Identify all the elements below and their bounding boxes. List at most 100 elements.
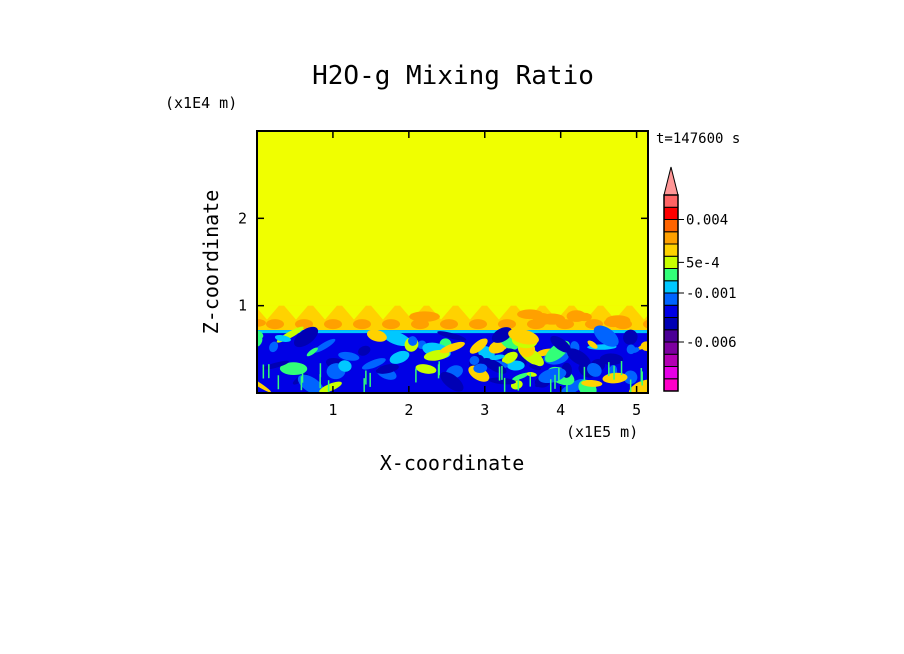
eddy (306, 347, 318, 357)
plume (268, 364, 270, 379)
eddy (293, 326, 319, 348)
eddy (637, 340, 648, 350)
plume (503, 377, 506, 392)
colorbar-label: 5e-4 (686, 255, 720, 271)
eddy (439, 341, 465, 354)
y-tick-label: 2 (238, 209, 247, 227)
x-tick-label: 4 (556, 401, 565, 419)
band-blob (440, 319, 458, 330)
y-axis: 12 (238, 209, 648, 315)
eddy (284, 364, 302, 374)
plume (558, 367, 560, 382)
upper-region (257, 131, 648, 306)
band-blob (266, 319, 284, 330)
band-wedge (400, 305, 424, 320)
eddy (623, 329, 638, 345)
colorbar-swatch (663, 194, 679, 208)
band-wedge (284, 305, 308, 320)
colorbar-swatch (663, 378, 679, 392)
colorbar-swatch (663, 292, 679, 306)
eddy (257, 376, 271, 393)
plume (529, 372, 532, 387)
eddy (366, 329, 387, 342)
eddy (566, 348, 591, 367)
time-label: t=147600 s (656, 131, 740, 147)
colorbar-label: -0.006 (686, 335, 737, 351)
eddy (501, 351, 518, 364)
colorbar-swatch (663, 206, 679, 220)
colorbar-swatch (663, 280, 679, 294)
mixed-layer-top (257, 330, 648, 334)
band-wedge (342, 305, 366, 320)
eddy (512, 372, 529, 381)
band-blob (295, 319, 313, 330)
plume (262, 364, 265, 379)
eddy (297, 374, 324, 393)
colorbar-arrow (663, 166, 679, 196)
band-wedge (458, 305, 482, 320)
eddy (491, 327, 513, 343)
plume (365, 370, 367, 385)
plume (498, 366, 501, 381)
eddy (628, 379, 648, 393)
plume (300, 376, 303, 391)
plume (319, 363, 322, 378)
eddy (440, 371, 464, 392)
x-tick-label: 5 (632, 401, 641, 419)
band-wedge (603, 305, 627, 320)
plume (641, 371, 643, 386)
band-wedge (632, 305, 648, 320)
plume (301, 368, 304, 383)
eddy (274, 334, 291, 342)
eddy (338, 351, 360, 361)
eddy (587, 363, 602, 377)
band-wedge (487, 305, 511, 320)
band-blob (517, 309, 543, 320)
eddy (269, 341, 279, 353)
band-blob (576, 312, 592, 322)
band-wedge (429, 305, 453, 320)
eddy (587, 340, 598, 349)
colorbar-swatch (663, 353, 679, 367)
colorbar-label: -0.001 (686, 286, 737, 302)
x-tick-label: 2 (404, 401, 413, 419)
y-tick-label: 1 (238, 297, 247, 315)
eddy (489, 354, 505, 361)
field-layer (257, 305, 648, 393)
colorbar-swatch (663, 219, 679, 233)
chart-title: H2O-g Mixing Ratio (312, 61, 594, 91)
eddy (581, 379, 603, 387)
band-blob (469, 319, 487, 330)
contour-field (257, 131, 648, 393)
eddy (630, 347, 640, 353)
plume (566, 380, 568, 393)
plot-frame (256, 130, 649, 394)
y-scale-label: (x1E4 m) (165, 94, 237, 112)
band-blob (353, 319, 371, 330)
eddy (361, 358, 386, 370)
x-tick-label: 1 (328, 401, 337, 419)
eddy (358, 345, 371, 356)
plume (608, 362, 610, 377)
band-blob (257, 319, 266, 327)
band-blob (382, 319, 400, 330)
eddy (408, 336, 418, 346)
eddy (313, 338, 336, 353)
plume (363, 378, 365, 393)
colorbar-swatch (663, 243, 679, 257)
x-scale-label: (x1E5 m) (566, 423, 638, 441)
colorbar-swatch (663, 304, 679, 318)
plume (549, 379, 552, 393)
eddy (382, 330, 411, 347)
plume (277, 375, 280, 390)
colorbar-swatch (663, 255, 679, 269)
eddy (529, 364, 541, 371)
plume (369, 372, 371, 387)
band-wedge (545, 305, 569, 320)
plume (319, 374, 321, 389)
eddy (338, 360, 352, 372)
band-blob (643, 319, 648, 329)
eddy (415, 364, 437, 374)
plume (327, 380, 330, 393)
eddy (623, 370, 638, 385)
